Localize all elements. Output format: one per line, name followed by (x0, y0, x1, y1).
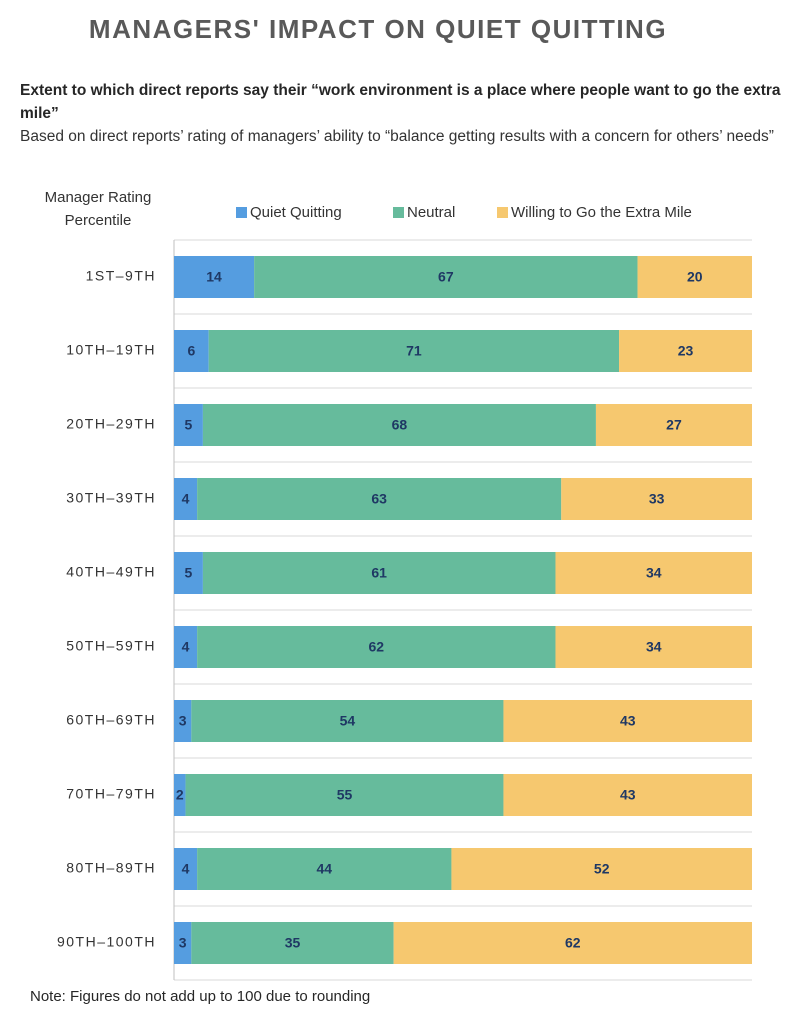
bar-segment (202, 404, 596, 446)
y-tick-label: 1ST–9TH (86, 268, 156, 284)
bar-segment (174, 330, 209, 372)
value-label: 14 (206, 269, 222, 285)
bar-segment (503, 700, 752, 742)
bar-segment (555, 552, 752, 594)
legend-label: Neutral (407, 204, 455, 221)
value-label: 34 (646, 639, 662, 655)
y-tick-label: 80TH–89TH (66, 860, 156, 876)
legend-swatch (236, 207, 247, 218)
value-label: 68 (392, 417, 408, 433)
bar-segment (174, 922, 192, 964)
legend-swatch (393, 207, 404, 218)
bar-segment (174, 700, 192, 742)
value-label: 35 (285, 935, 301, 951)
bar-segment (197, 626, 556, 668)
bar-segment (619, 330, 752, 372)
value-label: 20 (687, 269, 703, 285)
value-label: 34 (646, 565, 662, 581)
chart-subtitle: Extent to which direct reports say their… (20, 82, 781, 122)
bar-segment (197, 848, 452, 890)
value-label: 71 (406, 343, 422, 359)
legend-label: Willing to Go the Extra Mile (511, 204, 692, 221)
y-tick-label: 50TH–59TH (66, 638, 156, 654)
y-tick-label: 60TH–69TH (66, 712, 156, 728)
bar-segment (191, 922, 394, 964)
value-label: 62 (369, 639, 385, 655)
bar-segment (202, 552, 556, 594)
chart-title: MANAGERS' IMPACT ON QUIET QUITTING (88, 14, 668, 44)
bar-segment (185, 774, 504, 816)
bar-segment (503, 774, 752, 816)
value-label: 43 (620, 787, 636, 803)
bar-segment (174, 626, 198, 668)
bar-segment (174, 256, 255, 298)
legend-label: Quiet Quitting (250, 204, 342, 221)
bar-segment (174, 478, 198, 520)
value-label: 67 (438, 269, 454, 285)
note: Note: Figures do not add up to 100 due t… (30, 988, 371, 1005)
bar-segment (595, 404, 752, 446)
y-tick-label: 70TH–79TH (66, 786, 156, 802)
value-label: 5 (185, 417, 193, 433)
value-label: 43 (620, 713, 636, 729)
value-label: 3 (179, 935, 187, 951)
value-label: 6 (187, 343, 195, 359)
y-tick-label: 30TH–39TH (66, 490, 156, 506)
bar-segment (174, 774, 186, 816)
value-label: 27 (666, 417, 682, 433)
value-label: 63 (371, 491, 387, 507)
bar-segment (208, 330, 620, 372)
value-label: 44 (316, 861, 332, 877)
value-label: 62 (565, 935, 581, 951)
bar-segment (197, 478, 562, 520)
value-label: 5 (185, 565, 193, 581)
value-label: 54 (340, 713, 356, 729)
y-tick-label: 20TH–29TH (66, 416, 156, 432)
value-label: 4 (182, 639, 190, 655)
value-label: 33 (649, 491, 665, 507)
value-label: 61 (371, 565, 387, 581)
value-label: 2 (176, 787, 184, 803)
bar-segment (174, 848, 198, 890)
bar-segment (555, 626, 752, 668)
chart-description: Based on direct reports’ rating of manag… (20, 128, 774, 145)
bar-segment (191, 700, 504, 742)
bar-segment (254, 256, 638, 298)
y-tick-label: 90TH–100TH (57, 934, 156, 950)
value-label: 52 (594, 861, 610, 877)
value-label: 55 (337, 787, 353, 803)
value-label: 23 (678, 343, 694, 359)
value-label: 4 (182, 861, 190, 877)
value-label: 3 (179, 713, 187, 729)
bar-segment (451, 848, 752, 890)
bar-segment (637, 256, 752, 298)
y-tick-label: 40TH–49TH (66, 564, 156, 580)
bar-segment (393, 922, 752, 964)
bar-segment (174, 404, 203, 446)
bar-segment (561, 478, 752, 520)
bar-segment (174, 552, 203, 594)
value-label: 4 (182, 491, 190, 507)
y-tick-label: 10TH–19TH (66, 342, 156, 358)
legend-swatch (497, 207, 508, 218)
y-axis-label: Manager Rating Percentile (44, 189, 152, 229)
